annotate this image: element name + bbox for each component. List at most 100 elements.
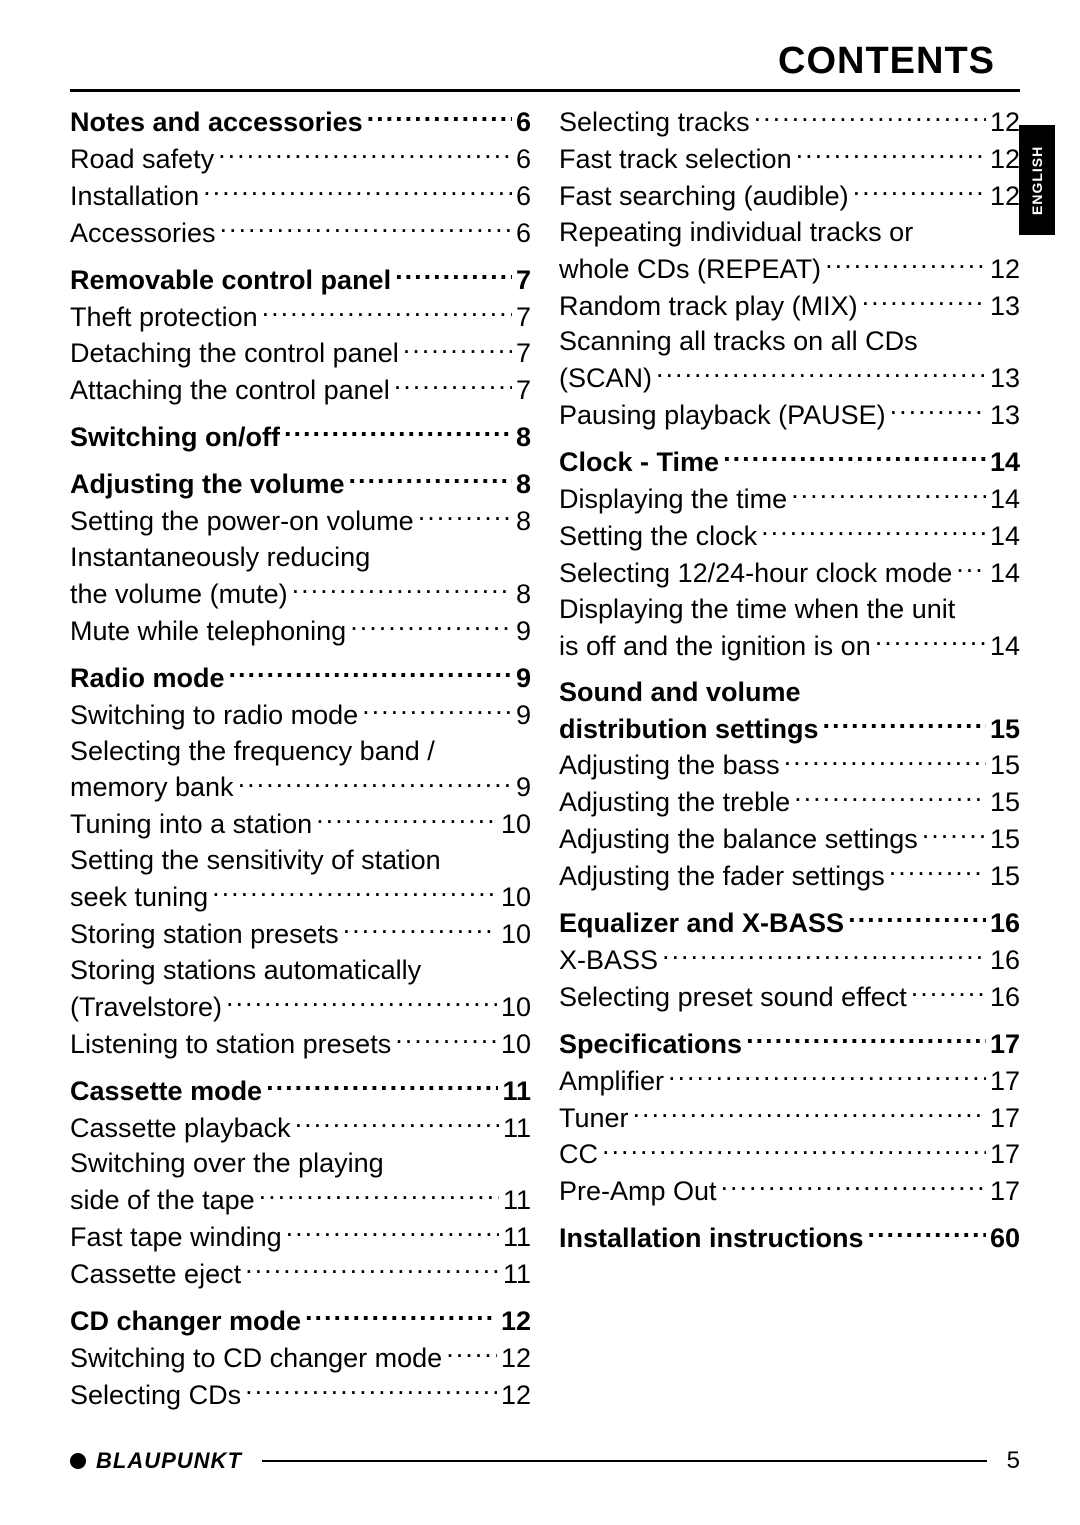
toc-entry: Tuning into a station10 (70, 806, 531, 843)
header-rule (70, 89, 1020, 92)
toc-leader (633, 1100, 986, 1127)
toc-group: Adjusting the volume8Setting the power-o… (70, 466, 531, 650)
toc-title: X-BASS (559, 943, 658, 979)
toc-title: Pre-Amp Out (559, 1174, 717, 1210)
toc-page: 6 (516, 105, 531, 141)
toc-page: 8 (516, 420, 531, 456)
toc-page: 12 (990, 105, 1020, 141)
toc-title: seek tuning (70, 880, 208, 916)
toc-title: Displaying the time (559, 482, 787, 518)
toc-entry: Detaching the control panel7 (70, 335, 531, 372)
toc-leader (668, 1063, 986, 1090)
toc-title: Attaching the control panel (70, 373, 390, 409)
toc-leader (394, 372, 512, 399)
toc-page: 14 (990, 445, 1020, 481)
toc-page: 16 (990, 906, 1020, 942)
toc-leader (203, 178, 512, 205)
toc-group: CD changer mode12Switching to CD changer… (70, 1303, 531, 1414)
toc-page: 11 (502, 1074, 531, 1110)
toc-page: 8 (516, 577, 531, 613)
toc-title: Radio mode (70, 661, 225, 697)
brand-dot-icon (70, 1453, 86, 1469)
toc-title: Road safety (70, 142, 214, 178)
toc-title: (SCAN) (559, 361, 652, 397)
toc-leader (259, 1182, 499, 1209)
toc-page: 10 (501, 917, 531, 953)
toc-leader (343, 916, 497, 943)
toc-title: Fast searching (audible) (559, 179, 849, 215)
toc-continuation: Switching over the playing (70, 1146, 531, 1182)
toc-leader (220, 215, 512, 242)
toc-page: 14 (990, 629, 1020, 665)
toc-entry: Selecting tracks12 (559, 104, 1020, 141)
toc-page: 8 (516, 504, 531, 540)
toc-group: Equalizer and X-BASS16X-BASS16Selecting … (559, 905, 1020, 1016)
toc-page: 11 (503, 1111, 531, 1147)
toc-leader (656, 360, 986, 387)
toc-title: side of the tape (70, 1183, 255, 1219)
toc-title: whole CDs (REPEAT) (559, 252, 821, 288)
toc-section-heading: distribution settings15 (559, 711, 1020, 748)
toc-entry: Selecting 12/24-hour clock mode14 (559, 555, 1020, 592)
toc-entry: side of the tape11 (70, 1182, 531, 1219)
toc-title: Adjusting the bass (559, 748, 780, 784)
toc-leader (911, 979, 986, 1006)
toc-leader (889, 858, 986, 885)
toc-section-heading: Notes and accessories 6 (70, 104, 531, 141)
toc-page: 14 (990, 556, 1020, 592)
toc-title: Fast tape winding (70, 1220, 282, 1256)
toc-title: Adjusting the volume (70, 467, 345, 503)
toc-leader (825, 251, 986, 278)
toc-leader (316, 806, 497, 833)
toc-section-heading: Equalizer and X-BASS16 (559, 905, 1020, 942)
toc-page: 12 (990, 142, 1020, 178)
toc-leader (796, 141, 986, 168)
toc-leader (367, 104, 512, 131)
toc-section-heading: Switching on/off 8 (70, 419, 531, 456)
toc-leader (295, 1110, 499, 1137)
toc-title: Selecting CDs (70, 1378, 241, 1414)
toc-continuation: Displaying the time when the unit (559, 592, 1020, 628)
page: CONTENTS ENGLISH Notes and accessories6R… (0, 0, 1080, 1525)
toc-leader (286, 1219, 499, 1246)
toc-title: Random track play (MIX) (559, 289, 858, 325)
toc-title: Mute while telephoning (70, 614, 346, 650)
toc-leader (349, 466, 512, 493)
toc-leader (350, 613, 512, 640)
toc-entry: Switching to CD changer mode12 (70, 1340, 531, 1377)
toc-page: 9 (516, 661, 531, 697)
toc-page: 9 (516, 698, 531, 734)
toc-leader (245, 1377, 497, 1404)
toc-title: Theft protection (70, 300, 258, 336)
toc-leader (746, 1026, 986, 1053)
toc-title: Notes and accessories (70, 105, 363, 141)
toc-page: 6 (516, 142, 531, 178)
toc-page: 60 (990, 1221, 1020, 1257)
toc-continuation: Scanning all tracks on all CDs (559, 324, 1020, 360)
toc-title: Switching on/off (70, 420, 280, 456)
toc-group: Sound and volumedistribution settings15A… (559, 675, 1020, 895)
toc-title: Detaching the control panel (70, 336, 399, 372)
toc-column-left: Notes and accessories 6 Road safety 6 Instal… (70, 104, 531, 1424)
toc-group: Installation instructions 60 (559, 1220, 1020, 1257)
toc-title: memory bank (70, 770, 234, 806)
toc-section-heading: Radio mode 9 (70, 660, 531, 697)
toc-leader (868, 1220, 986, 1247)
toc-page: 9 (516, 770, 531, 806)
toc-entry: Road safety 6 (70, 141, 531, 178)
toc-leader (754, 104, 986, 131)
toc-title: Tuner (559, 1101, 629, 1137)
toc-leader (262, 299, 512, 326)
toc-entry: (Travelstore)10 (70, 989, 531, 1026)
toc-section-heading: Cassette mode11 (70, 1073, 531, 1110)
toc-title: Installation instructions (559, 1221, 864, 1257)
toc-leader (218, 141, 512, 168)
toc-title: Installation (70, 179, 199, 215)
toc-entry: Attaching the control panel7 (70, 372, 531, 409)
toc-title: CD changer mode (70, 1304, 301, 1340)
toc-group: Clock - Time14Displaying the time14Setti… (559, 444, 1020, 664)
toc-title: Adjusting the treble (559, 785, 790, 821)
toc-entry: Accessories6 (70, 215, 531, 252)
toc-page: 13 (990, 289, 1020, 325)
toc-section-heading: Installation instructions 60 (559, 1220, 1020, 1257)
